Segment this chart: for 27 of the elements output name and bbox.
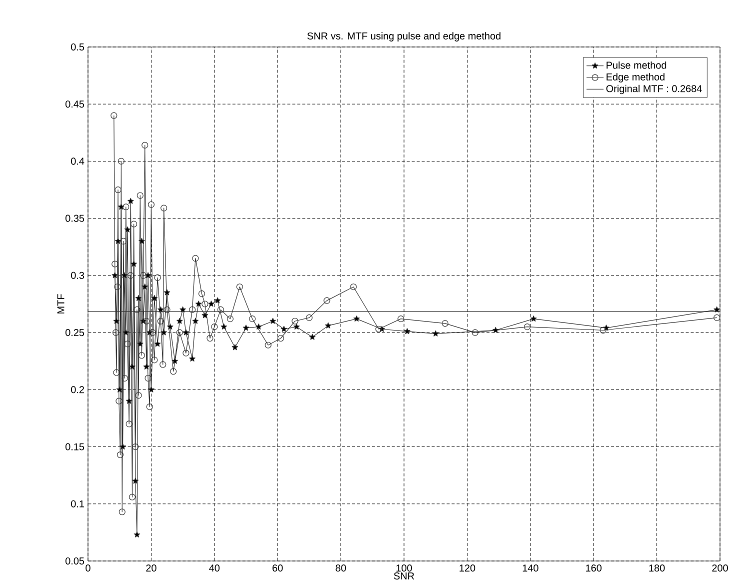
x-axis-title: SNR — [394, 572, 414, 580]
y-tick-label: 0.5 — [71, 43, 84, 51]
x-tick-label: 180 — [649, 564, 665, 572]
x-tick-label: 40 — [209, 564, 220, 572]
x-tick-label: 140 — [522, 564, 538, 572]
y-axis-title: MTF — [57, 294, 64, 314]
legend-label: Pulse method — [606, 61, 666, 69]
y-tick-label: 0.1 — [71, 500, 84, 508]
y-tick-label: 0.25 — [65, 329, 84, 336]
x-tick-label: 160 — [586, 564, 602, 572]
chart-title: SNR vs. MTF using pulse and edge method — [307, 32, 500, 42]
legend-label: Original MTF : 0.2684 — [606, 84, 702, 94]
x-tick-label: 60 — [272, 564, 283, 572]
x-tick-label: 0 — [86, 564, 90, 572]
x-tick-label: 120 — [460, 564, 476, 572]
y-tick-label: 0.35 — [65, 214, 84, 222]
x-tick-label: 100 — [396, 564, 412, 572]
y-tick-label: 0.4 — [71, 158, 84, 165]
y-tick-label: 0.15 — [65, 443, 84, 450]
x-tick-label: 80 — [336, 564, 346, 572]
x-tick-label: 200 — [712, 564, 728, 572]
y-tick-label: 0.05 — [65, 557, 84, 565]
legend-label: Edge method — [606, 73, 664, 82]
x-tick-label: 20 — [146, 564, 156, 572]
y-tick-label: 0.3 — [71, 272, 84, 279]
y-tick-label: 0.45 — [65, 100, 84, 108]
y-tick-label: 0.2 — [71, 386, 84, 394]
